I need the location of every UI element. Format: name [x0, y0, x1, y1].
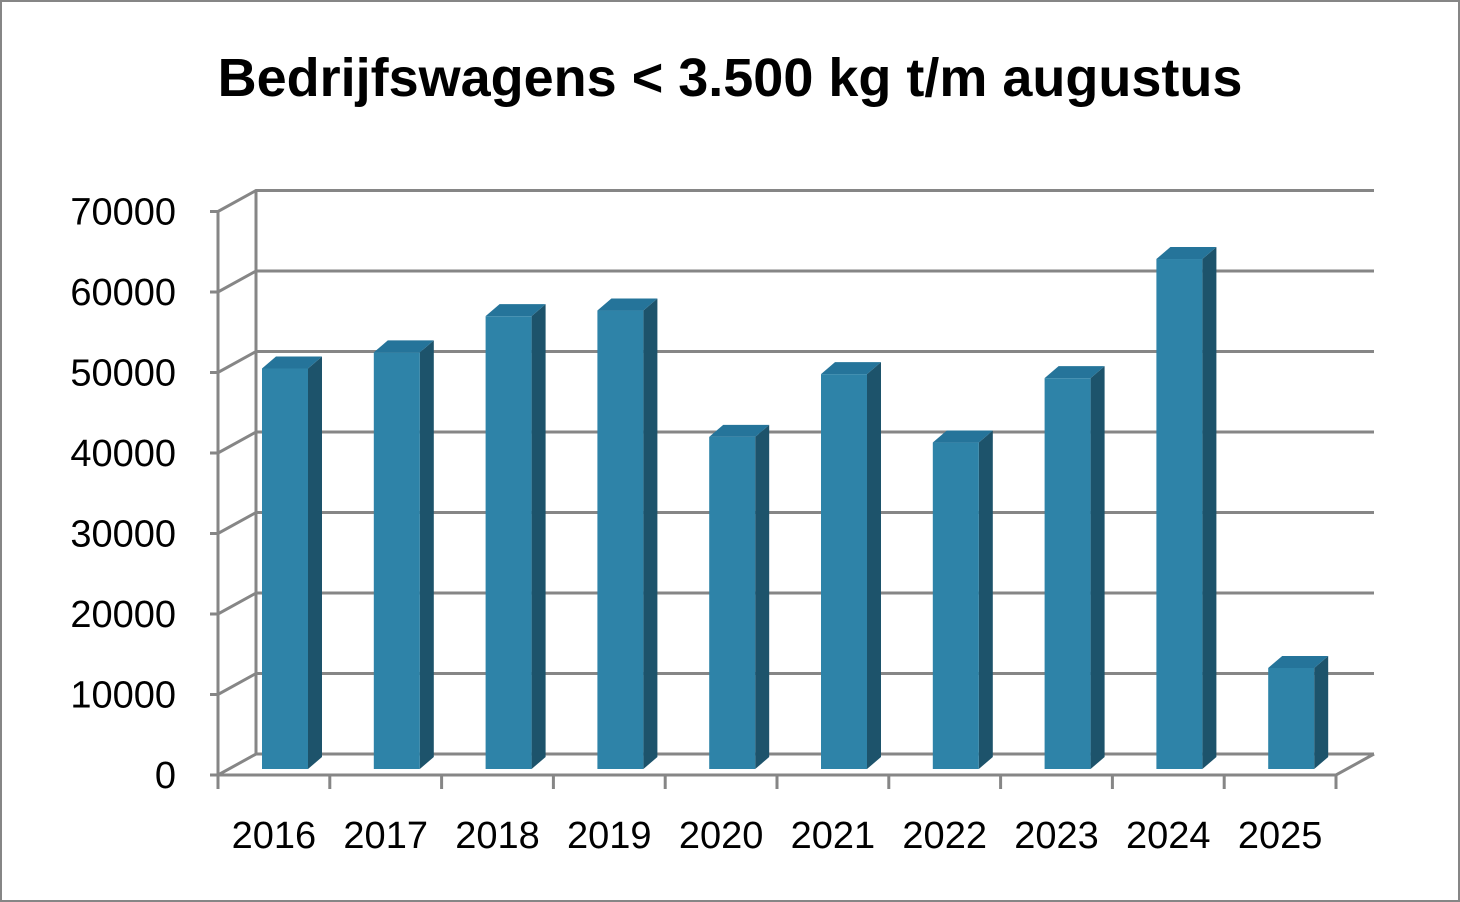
bar-side [419, 340, 434, 769]
bar-top [262, 356, 322, 369]
y-tick-label: 50000 [70, 353, 176, 395]
bar-top [485, 304, 546, 317]
bar-front [262, 368, 308, 769]
gridline [210, 672, 1374, 696]
bar-top [821, 362, 881, 375]
bar-front [1268, 667, 1315, 769]
x-tick-label: 2025 [1238, 815, 1323, 857]
gridline [210, 511, 1374, 535]
bar-side [1090, 366, 1105, 769]
bar [1268, 655, 1329, 769]
gridline [210, 430, 1374, 455]
gridline [210, 752, 1374, 777]
gridlines [210, 189, 1375, 777]
x-tick-label: 2020 [679, 815, 764, 857]
y-tick-label: 10000 [70, 675, 176, 717]
y-tick-label: 40000 [70, 433, 176, 475]
bar [709, 424, 770, 769]
x-tick-label: 2018 [455, 815, 540, 857]
bar [597, 298, 658, 769]
bar [262, 356, 322, 769]
x-tick-label: 2023 [1014, 815, 1099, 857]
y-tick-label: 0 [155, 755, 176, 797]
chart-title: Bedrijfswagens < 3.500 kg t/m augustus [218, 48, 1243, 108]
bar-front [1044, 378, 1091, 769]
bar-front [373, 352, 420, 769]
y-tick-label: 70000 [70, 192, 176, 234]
bar [485, 304, 546, 769]
bar-top [709, 424, 770, 437]
x-tick-label: 2022 [902, 815, 987, 857]
bar-side [1314, 655, 1329, 769]
gridline [210, 350, 1374, 374]
bar-side [867, 362, 881, 769]
bar-side [1202, 247, 1217, 769]
bar [1044, 366, 1105, 769]
y-tick-label: 20000 [70, 594, 176, 636]
bar [373, 340, 434, 769]
bars [262, 247, 1329, 769]
bar-front [597, 310, 644, 769]
gridline [210, 591, 1374, 616]
bar [932, 430, 993, 769]
y-tick-label: 30000 [70, 514, 176, 556]
bar-front [485, 316, 532, 769]
bar-top [1044, 366, 1105, 379]
bar-side [755, 424, 770, 769]
bar-top [1268, 655, 1329, 668]
x-tick-label: 2019 [567, 815, 652, 857]
x-axis-ticks: 2016 2017 2018 2019 2020 2021 2022 2023 2024 2025 [216, 775, 1338, 857]
gridline [210, 189, 1374, 213]
bar-top [373, 340, 434, 353]
bar-side [308, 356, 322, 769]
x-tick-label: 2016 [232, 815, 317, 857]
bar-top [1156, 247, 1217, 260]
bar-top [932, 430, 993, 443]
x-tick-label: 2017 [343, 815, 428, 857]
bar-front [821, 374, 867, 769]
bar-front [709, 436, 756, 769]
bar-top [597, 298, 658, 311]
y-tick-label: 60000 [70, 272, 176, 314]
gridline [210, 269, 1374, 294]
bar-side [643, 298, 658, 769]
x-tick-label: 2024 [1126, 815, 1211, 857]
bar-front [932, 442, 979, 769]
bar-side [978, 430, 993, 769]
bar-front [1156, 259, 1203, 769]
bar-side [531, 304, 546, 769]
x-tick-label: 2021 [791, 815, 876, 857]
bar [821, 362, 881, 769]
y-axis-ticks: 0 10000 20000 30000 40000 50000 60000 70000 [70, 192, 176, 798]
bar [1156, 247, 1217, 769]
